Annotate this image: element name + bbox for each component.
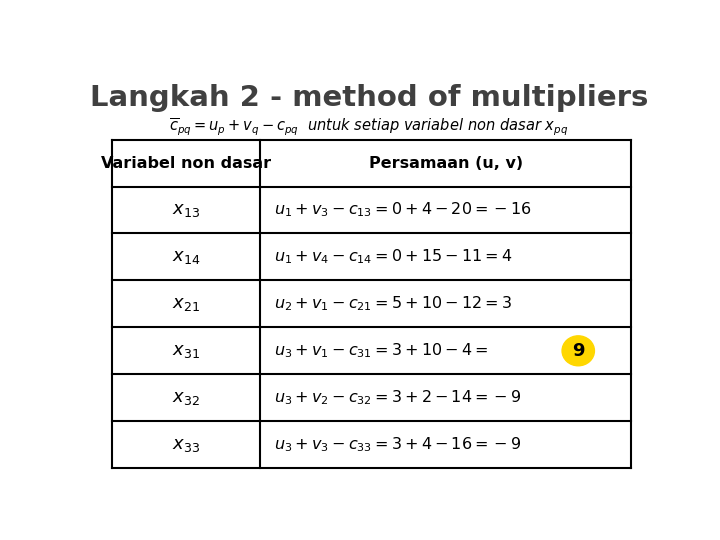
Ellipse shape <box>562 336 595 366</box>
Text: $x_{32}$: $x_{32}$ <box>172 389 200 407</box>
Text: $x_{21}$: $x_{21}$ <box>172 295 200 313</box>
Text: $u_1 + v_4 - c_{14} = 0 + 15 - 11 = 4$: $u_1 + v_4 - c_{14} = 0 + 15 - 11 = 4$ <box>274 248 513 266</box>
Text: $u_2 + v_1 - c_{21} = 5 + 10 - 12 = 3$: $u_2 + v_1 - c_{21} = 5 + 10 - 12 = 3$ <box>274 294 512 313</box>
Text: $u_3 + v_1 - c_{31} = 3 + 10 - 4 = $: $u_3 + v_1 - c_{31} = 3 + 10 - 4 = $ <box>274 341 488 360</box>
Text: $x_{33}$: $x_{33}$ <box>172 436 200 454</box>
Text: $x_{31}$: $x_{31}$ <box>172 342 200 360</box>
Text: Variabel non dasar: Variabel non dasar <box>102 156 271 171</box>
Text: $\overline{c}_{pq} = u_p + v_q - c_{pq}$  $\mathit{untuk\ setiap\ variabel\ non\: $\overline{c}_{pq} = u_p + v_q - c_{pq}$… <box>169 117 569 138</box>
Text: $u_1 + v_3 - c_{13} = 0 + 4 - 20 = -16$: $u_1 + v_3 - c_{13} = 0 + 4 - 20 = -16$ <box>274 201 532 219</box>
Text: $x_{14}$: $x_{14}$ <box>172 248 200 266</box>
Text: Langkah 2 - method of multipliers: Langkah 2 - method of multipliers <box>90 84 648 112</box>
Text: $u_3 + v_2 - c_{32} = 3 + 2 - 14 = -9$: $u_3 + v_2 - c_{32} = 3 + 2 - 14 = -9$ <box>274 388 521 407</box>
Text: 9: 9 <box>572 342 585 360</box>
Text: $u_3 + v_3 - c_{33} = 3 + 4 - 16 = -9$: $u_3 + v_3 - c_{33} = 3 + 4 - 16 = -9$ <box>274 435 521 454</box>
Text: $x_{13}$: $x_{13}$ <box>172 201 200 219</box>
Text: Persamaan (u, v): Persamaan (u, v) <box>369 156 523 171</box>
